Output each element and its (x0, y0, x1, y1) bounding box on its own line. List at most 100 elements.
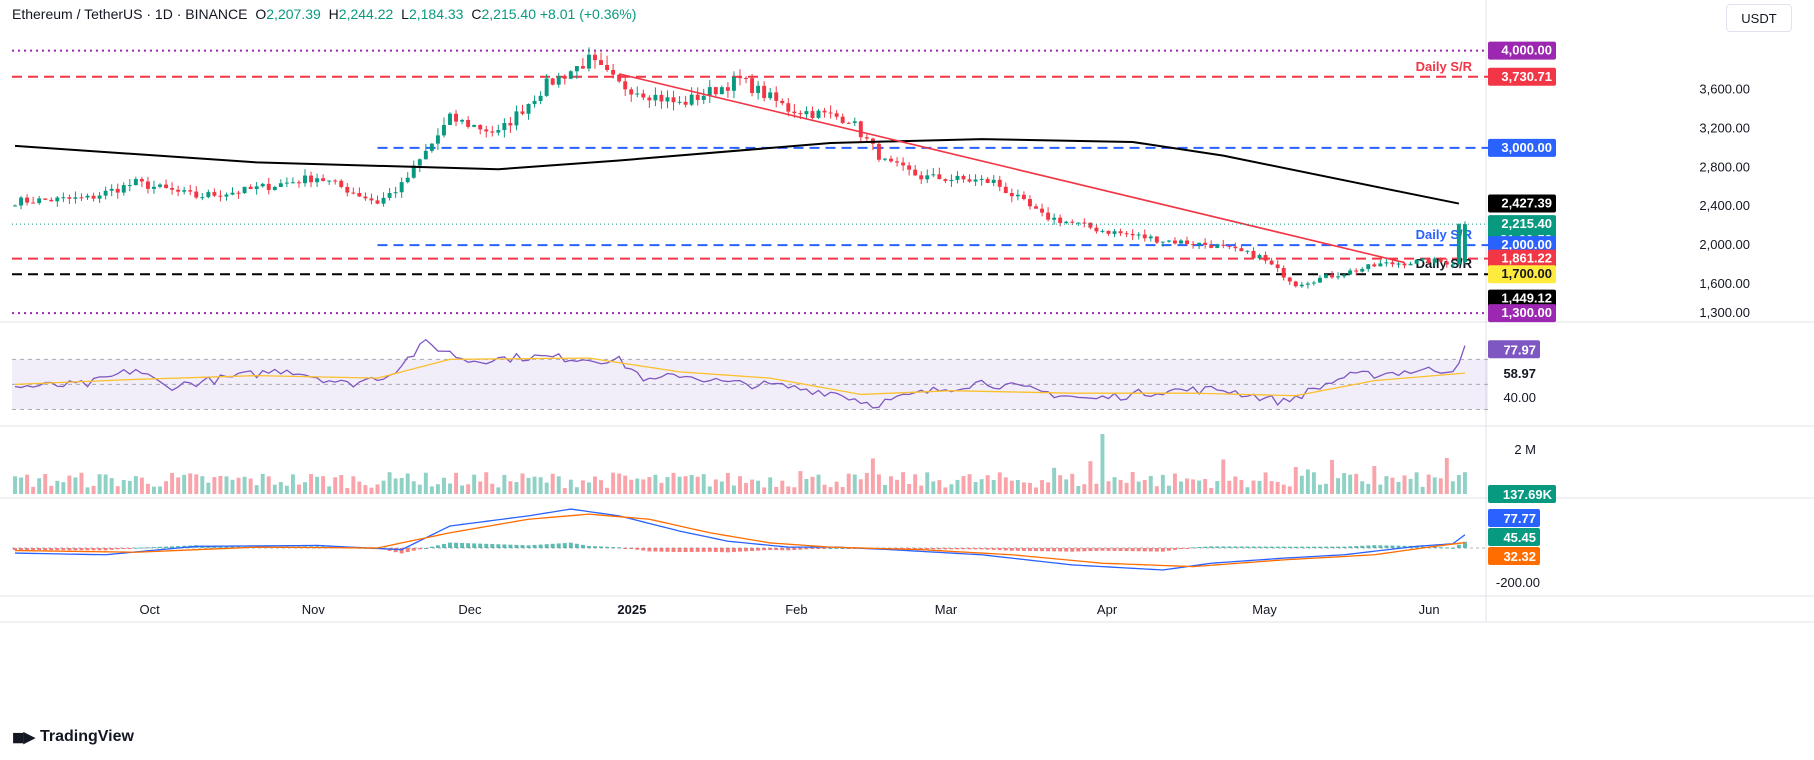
price-badge: 2,427.39 (1501, 196, 1552, 211)
volume-bar (1209, 487, 1214, 494)
volume-bar (876, 474, 881, 494)
macd-histogram-bar (605, 546, 610, 548)
macd-histogram-bar (484, 543, 489, 548)
candle-body (1179, 240, 1183, 244)
volume-bar (1070, 473, 1075, 494)
macd-histogram-bar (659, 548, 664, 552)
volume-bar (194, 474, 199, 494)
currency-unit-button[interactable]: USDT (1726, 4, 1792, 32)
macd-histogram-bar (1384, 545, 1389, 548)
macd-histogram-bar (164, 546, 169, 548)
candle-body (1106, 230, 1111, 234)
high-label: H (328, 6, 339, 22)
volume-bar (79, 472, 84, 494)
volume-bar (182, 474, 187, 494)
candle-body (1384, 262, 1389, 264)
volume-bar (387, 472, 392, 494)
candle-body (260, 183, 265, 187)
macd-histogram-bar (979, 548, 984, 550)
candle-body (303, 175, 307, 184)
macd-histogram-bar (1432, 546, 1437, 548)
rsi-badge: 58.97 (1503, 366, 1536, 381)
macd-histogram-bar (1366, 545, 1371, 548)
volume-bar (1257, 480, 1262, 494)
macd-histogram-bar (441, 543, 446, 548)
candle-body (170, 187, 175, 190)
macd-histogram-bar (1293, 546, 1298, 548)
candle-body (949, 179, 954, 182)
macd-histogram-bar (393, 548, 398, 553)
macd-histogram-bar (985, 548, 990, 550)
rsi-line-1 (14, 357, 1465, 397)
volume-bar (242, 476, 247, 494)
macd-histogram-bar (653, 548, 658, 552)
macd-histogram-bar (544, 544, 549, 548)
volume-bar (641, 479, 646, 494)
candle-body (1378, 263, 1383, 267)
macd-histogram-bar (665, 548, 670, 552)
volume-bar (605, 487, 610, 494)
candle-body (1342, 274, 1347, 277)
macd-histogram-bar (1130, 548, 1135, 552)
volume-bar (25, 474, 30, 494)
candle-body (707, 87, 712, 96)
candle-body (399, 182, 404, 193)
candle-body (1402, 263, 1407, 266)
macd-histogram-bar (1269, 546, 1274, 548)
candle-body (810, 111, 815, 118)
candle-body (623, 81, 628, 90)
candle-body (315, 178, 320, 183)
candle-body (1221, 244, 1226, 246)
volume-bar (937, 480, 942, 494)
candle-body (665, 97, 670, 102)
macd-histogram-bar (13, 548, 17, 551)
candle-body (629, 89, 634, 95)
macd-histogram-bar (1021, 548, 1026, 551)
candle-body (496, 130, 501, 133)
volume-bar (121, 479, 126, 494)
volume-bar (224, 476, 229, 494)
macd-histogram-bar (1058, 548, 1063, 552)
macd-histogram-bar (1233, 546, 1238, 548)
candle-body (1336, 276, 1341, 278)
candle-body (1148, 236, 1153, 239)
candle-body (1245, 250, 1250, 252)
candle-body (1438, 258, 1443, 262)
macd-histogram-bar (683, 548, 688, 552)
volume-bar (490, 483, 495, 494)
candle-body (1450, 264, 1455, 266)
macd-histogram-bar (1438, 547, 1443, 549)
macd-histogram-bar (1179, 548, 1183, 550)
macd-histogram-bar (556, 543, 561, 548)
price-badge-bg (1488, 67, 1556, 86)
macd-histogram-bar (1088, 548, 1093, 552)
volume-bar (1160, 474, 1165, 494)
macd-histogram-bar (230, 546, 235, 548)
candle-body (689, 94, 694, 105)
candle-body (55, 197, 60, 202)
volume-bar (756, 480, 761, 494)
macd-histogram-bar (961, 548, 966, 550)
macd-histogram-bar (460, 543, 465, 548)
volume-bar (333, 477, 338, 494)
macd-histogram-bar (943, 548, 948, 550)
candle-body (466, 119, 471, 127)
macd-badge-bg (1488, 547, 1540, 565)
volume-bar (1408, 478, 1413, 494)
macd-histogram-bar (532, 544, 537, 548)
volume-bar (49, 485, 54, 494)
volume-bar (810, 476, 815, 494)
candle-body (1426, 258, 1431, 263)
candle-body (1257, 255, 1262, 259)
volume-bar (1027, 482, 1032, 494)
candle-body (248, 186, 253, 189)
price-badge: 3,000.00 (1501, 140, 1552, 155)
volume-bar (744, 482, 748, 494)
symbol-title[interactable]: Ethereum / TetherUS · 1D · BINANCE (12, 6, 248, 22)
volume-bar (423, 472, 428, 494)
candle-body (1094, 227, 1099, 232)
candle-body (152, 186, 156, 189)
macd-histogram-bar (1450, 547, 1455, 549)
candle-body (671, 97, 676, 103)
